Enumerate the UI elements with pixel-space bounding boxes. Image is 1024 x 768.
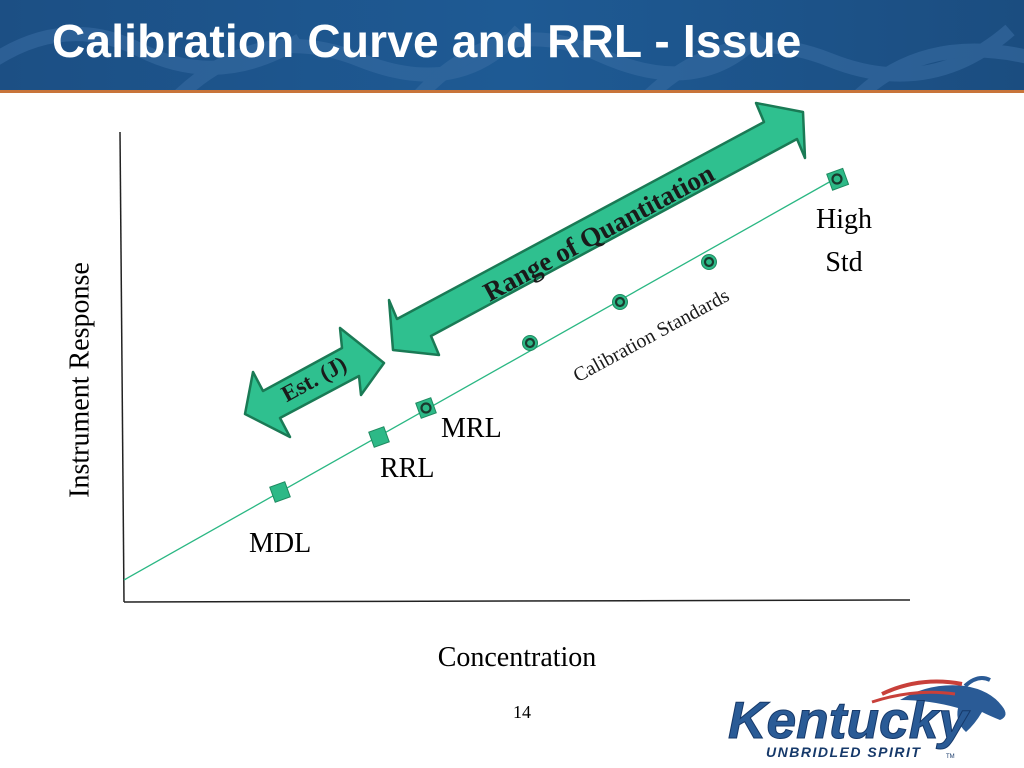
mdl-point [269, 481, 291, 503]
logo-trademark: TM [946, 754, 955, 760]
logo-tagline: UNBRIDLED SPIRIT [766, 744, 921, 760]
calibration-standard-point [522, 335, 538, 351]
y-axis [119, 131, 125, 603]
title-bar: Calibration Curve and RRL - Issue [0, 0, 1024, 90]
logo-wordmark: Kentucky [728, 692, 971, 750]
calibration-standard-point [701, 254, 717, 270]
calibration-standard-ring [614, 296, 626, 308]
slide-title: Calibration Curve and RRL - Issue [52, 15, 802, 67]
mrl-label: MRL [441, 413, 502, 444]
header-watermark [0, 24, 1024, 90]
mrl-standard-ring [420, 402, 432, 414]
estimated-j-arrow [243, 326, 386, 439]
calibration-standard-ring [524, 337, 536, 349]
high-std-label-line2: Std [825, 247, 862, 278]
x-axis [123, 599, 911, 603]
calibration-standards-label: Calibration Standards [570, 285, 733, 387]
mrl-point [415, 397, 437, 419]
range-of-quantitation-label: Range of Quantitation [478, 158, 719, 307]
y-axis-label: Instrument Response [64, 262, 95, 498]
calibration-standard-ring [703, 256, 715, 268]
header-rule [0, 90, 1024, 93]
x-axis-label: Concentration [438, 642, 597, 673]
mdl-label: MDL [249, 528, 311, 559]
page-number: 14 [513, 702, 531, 722]
rrl-point [368, 426, 390, 448]
calibration-line [123, 175, 841, 581]
rrl-label: RRL [380, 453, 434, 484]
range-of-quantitation-arrow [387, 101, 807, 357]
high-std-label-line1: High [816, 204, 872, 235]
high-std-ring [831, 173, 843, 185]
horse-head-icon [871, 676, 1006, 732]
calibration-standard-point [612, 294, 628, 310]
kentucky-logo: Kentucky UNBRIDLED SPIRIT TM [728, 676, 1006, 760]
high-std-point [826, 167, 850, 191]
